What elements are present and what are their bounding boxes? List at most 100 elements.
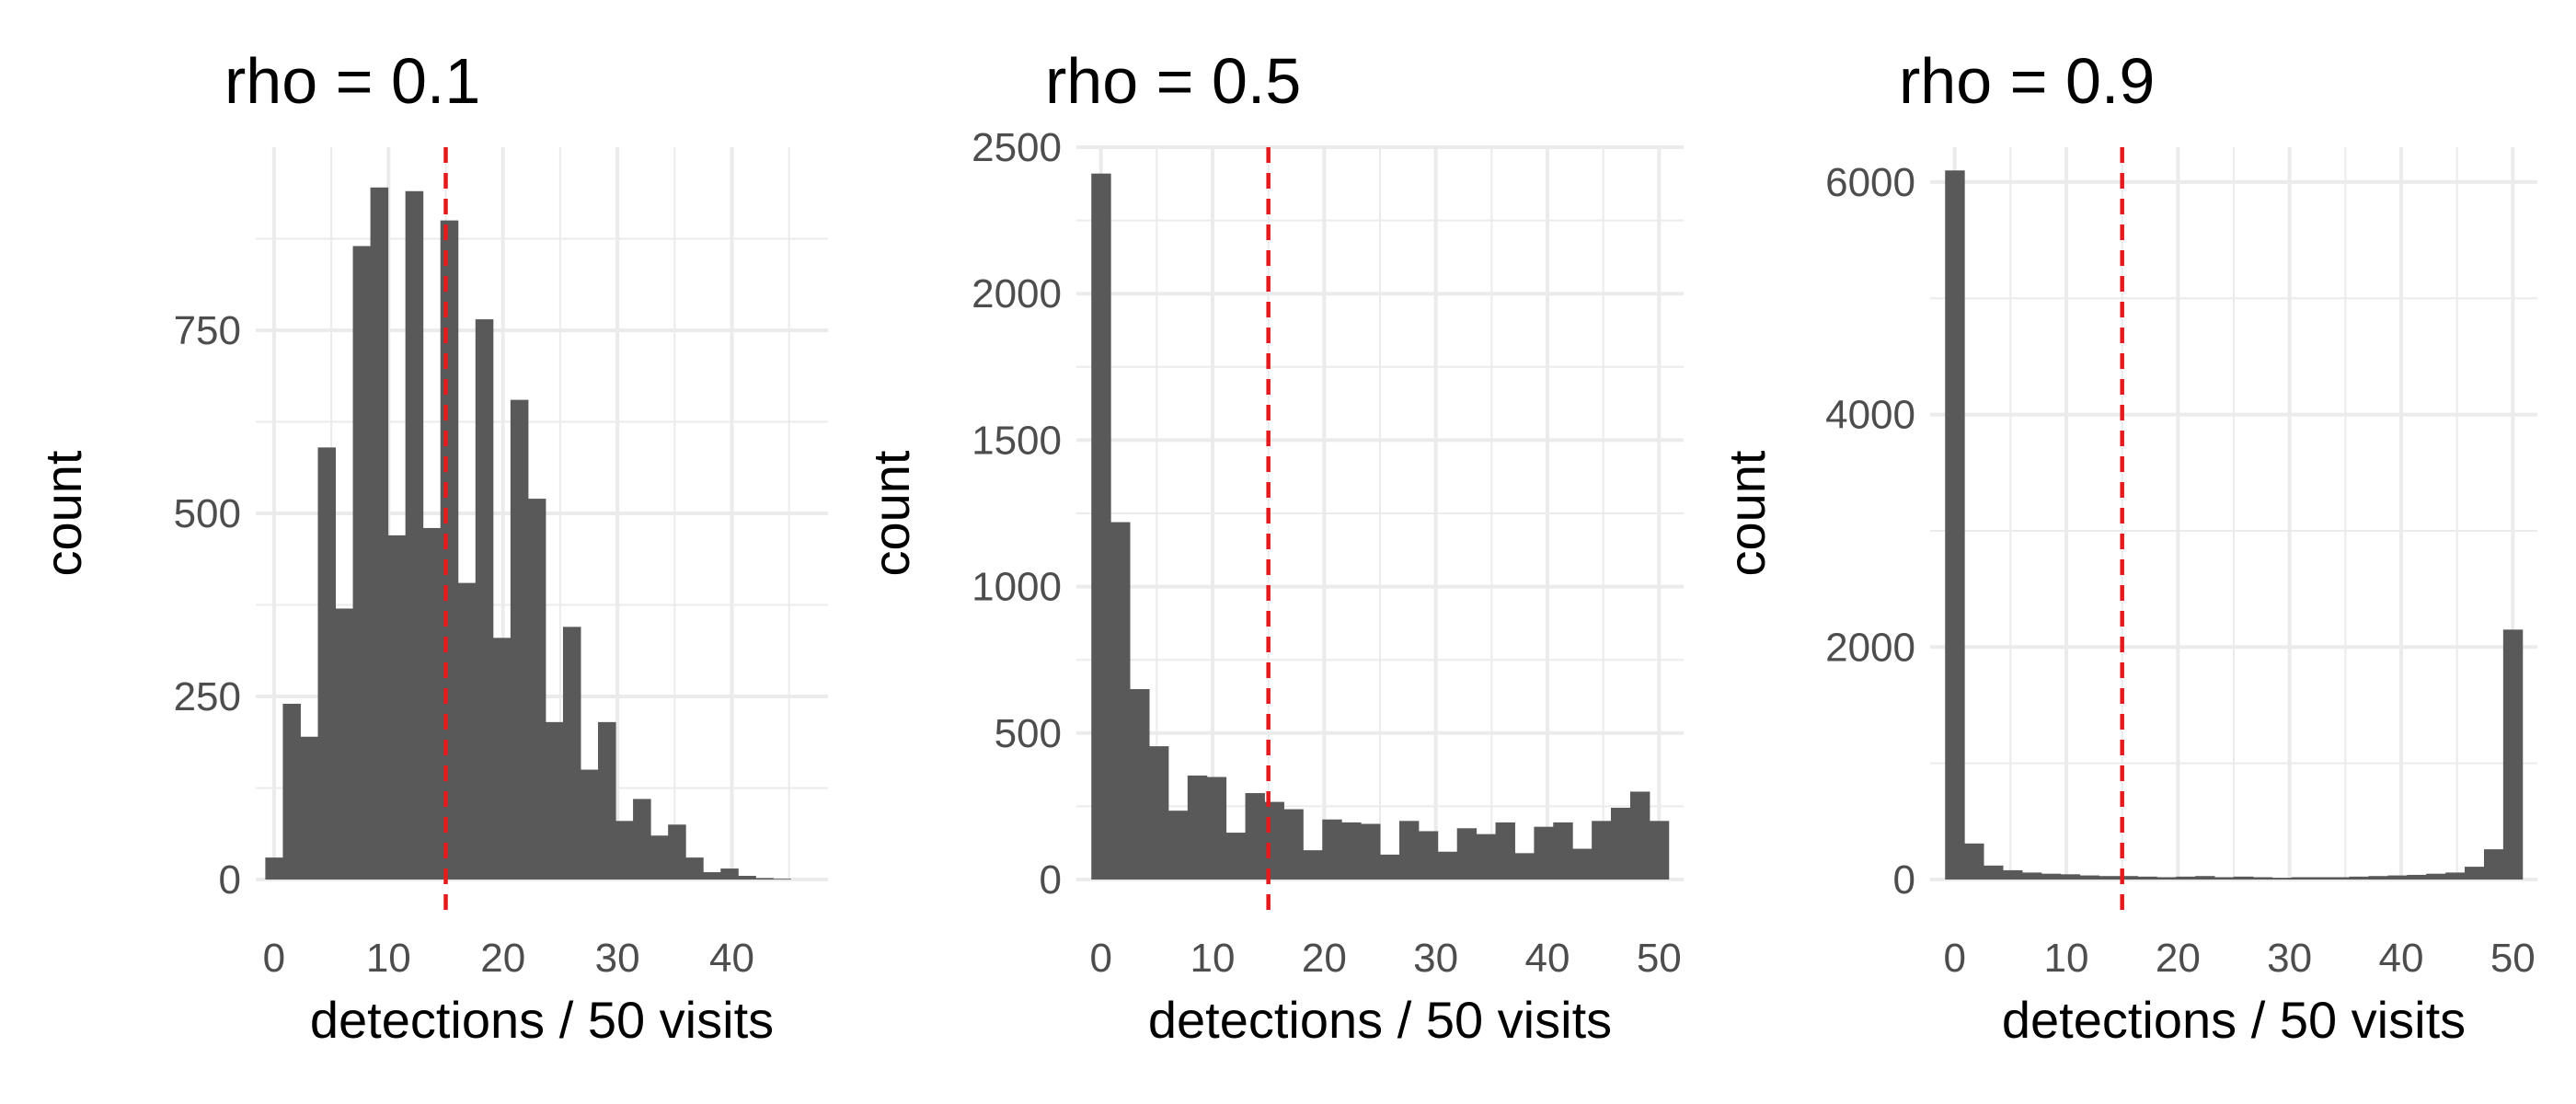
- histogram-bar: [1245, 793, 1265, 880]
- histogram-bar: [370, 187, 389, 880]
- y-tick-label: 1500: [972, 418, 1062, 463]
- x-tick-label: 30: [2267, 936, 2312, 981]
- histogram-bar: [2464, 867, 2485, 880]
- histogram-bar: [265, 857, 283, 880]
- histogram-bar: [1945, 170, 1965, 880]
- histogram-bar: [1110, 522, 1131, 880]
- histogram-bar: [1418, 831, 1439, 880]
- histogram-bar: [1283, 809, 1304, 880]
- histogram-bar: [510, 399, 529, 880]
- panel-title: rho = 0.9: [1899, 45, 2155, 117]
- histogram-bar: [545, 721, 564, 880]
- histogram-bar: [282, 703, 301, 880]
- x-tick-label: 40: [1525, 936, 1570, 981]
- histogram-bar: [1649, 821, 1670, 880]
- histogram-bar: [1303, 850, 1323, 880]
- histogram-bar: [633, 799, 651, 880]
- histogram-bar: [2002, 869, 2023, 880]
- histogram-bar: [1148, 746, 1169, 880]
- y-tick-label: 0: [1893, 857, 1915, 903]
- y-axis-title: count: [862, 450, 920, 576]
- histogram-bar: [317, 447, 337, 880]
- histogram-bar: [1437, 851, 1458, 880]
- histogram-bar: [405, 190, 424, 880]
- histogram-bar: [1610, 807, 1631, 880]
- histogram-bar: [1167, 811, 1189, 880]
- histogram-bar: [668, 824, 686, 880]
- histogram-bar: [1264, 801, 1284, 880]
- histogram-bar: [2407, 874, 2427, 880]
- y-tick-label: 250: [174, 674, 241, 719]
- histogram-bar: [457, 582, 477, 880]
- histogram-bar: [2041, 873, 2062, 880]
- histogram-bar: [685, 857, 704, 880]
- histogram-bar: [2387, 875, 2408, 880]
- histogram-bar: [335, 608, 354, 880]
- histogram-bar: [2060, 874, 2081, 880]
- histogram-bar: [2176, 876, 2196, 880]
- histogram-bar: [300, 736, 318, 880]
- histogram-bar: [2195, 876, 2215, 880]
- y-tick-label: 2000: [1825, 625, 1915, 670]
- histogram-bar: [1341, 822, 1362, 880]
- histogram-bar: [2483, 849, 2504, 880]
- histogram-bar: [1225, 833, 1247, 880]
- histogram-bar: [527, 499, 546, 880]
- x-axis-title: detections / 50 visits: [310, 991, 774, 1049]
- x-tick-label: 10: [366, 936, 411, 981]
- x-tick-label: 50: [2490, 936, 2536, 981]
- y-axis-title: count: [1718, 450, 1776, 576]
- histogram-bar: [352, 246, 372, 880]
- histogram-bar: [755, 878, 774, 880]
- histogram-bar: [2502, 629, 2524, 880]
- histogram-bar: [2426, 873, 2446, 880]
- histogram-bar: [2021, 872, 2042, 880]
- histogram-bar: [2099, 876, 2119, 880]
- y-tick-label: 500: [995, 711, 1062, 756]
- y-tick-label: 0: [219, 857, 241, 903]
- y-tick-label: 1000: [972, 565, 1062, 610]
- x-tick-label: 20: [1302, 936, 1347, 981]
- x-tick-label: 30: [1413, 936, 1458, 981]
- x-tick-label: 40: [709, 936, 754, 981]
- x-tick-label: 50: [1637, 936, 1682, 981]
- histogram-bar: [1495, 822, 1515, 880]
- y-tick-label: 0: [1040, 857, 1062, 903]
- histogram-panel: 0 10 20 30 40 50 0 2000 4000 6000 rho = 0.9 detecti…: [1718, 45, 2537, 1049]
- histogram-bar: [492, 638, 512, 880]
- y-axis-title: count: [34, 450, 92, 576]
- histogram-bar: [2310, 877, 2331, 880]
- histogram-panel: 0 10 20 30 40 0 250 500 750 rho = 0.1 detections /…: [34, 45, 828, 1049]
- histogram-bar: [2368, 876, 2388, 880]
- x-tick-label: 20: [480, 936, 525, 981]
- histogram-bar: [1379, 854, 1400, 880]
- histogram-bar: [615, 821, 634, 880]
- histogram-bar: [2079, 875, 2100, 880]
- histogram-bar: [1398, 821, 1420, 880]
- histogram-bar: [1984, 865, 2004, 880]
- histogram-bar: [2349, 876, 2369, 880]
- histogram-bar: [1206, 776, 1227, 880]
- x-tick-label: 0: [263, 936, 285, 981]
- histogram-bar: [1534, 826, 1554, 880]
- histogram-bar: [2291, 877, 2312, 880]
- x-axis-title: detections / 50 visits: [2002, 991, 2466, 1049]
- histogram-bar: [1361, 823, 1381, 880]
- histogram-bar: [2329, 877, 2350, 880]
- histogram-bar: [1553, 822, 1573, 880]
- x-tick-label: 0: [1089, 936, 1111, 981]
- histogram-bar: [2214, 877, 2235, 880]
- y-tick-label: 4000: [1825, 393, 1915, 438]
- panel-title: rho = 0.5: [1045, 45, 1301, 117]
- histogram-bar: [2137, 876, 2157, 880]
- histogram-bar: [2445, 872, 2466, 880]
- histogram-bar: [2118, 876, 2138, 880]
- histogram-bar: [1187, 775, 1208, 880]
- histogram-bar: [720, 868, 739, 880]
- y-tick-label: 2500: [972, 125, 1062, 170]
- histogram-bar: [2156, 877, 2177, 880]
- histogram-bar: [773, 879, 791, 880]
- y-tick-label: 500: [174, 491, 241, 536]
